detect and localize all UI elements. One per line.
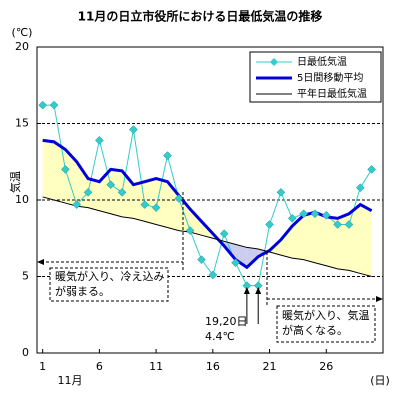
marker <box>174 194 184 203</box>
area-fill <box>88 178 100 211</box>
area-fill <box>156 178 168 228</box>
marker <box>276 187 286 197</box>
annotation: 暖気が入り、気温 <box>282 308 370 322</box>
y-tick-label: 0 <box>22 346 29 359</box>
legend-label: 日最低気温 <box>297 55 347 68</box>
annotation: 4.4℃ <box>205 330 235 343</box>
legend-marker <box>270 58 278 66</box>
area-fill <box>54 141 66 204</box>
arrow-head <box>255 287 262 294</box>
y-tick-label: 20 <box>15 40 29 53</box>
annotation-box <box>276 305 376 343</box>
area-fill <box>246 247 259 268</box>
annotation: が高くなる。 <box>282 323 348 337</box>
annotation-box <box>49 267 169 302</box>
marker <box>231 258 240 268</box>
marker <box>265 220 274 229</box>
marker <box>83 187 93 197</box>
area-fill <box>314 212 327 266</box>
area-fill <box>133 181 145 222</box>
marker <box>106 180 116 190</box>
x-tick-label: 1 <box>39 360 46 373</box>
x-tick-label: 21 <box>263 360 277 373</box>
marker <box>95 135 104 145</box>
marker <box>61 165 70 174</box>
area-fill <box>110 169 123 217</box>
area-fill <box>190 209 202 236</box>
marker <box>151 203 161 213</box>
area-fill <box>360 204 372 277</box>
marker <box>197 255 206 265</box>
x-tick-label: 26 <box>319 360 333 373</box>
y-unit: (℃) <box>12 26 33 39</box>
legend-label: 5日間移動平均 <box>297 71 363 84</box>
marker <box>38 100 48 110</box>
marker <box>163 151 172 160</box>
marker <box>219 229 229 239</box>
marker <box>72 200 82 209</box>
arrow-head <box>243 287 250 294</box>
area-fill <box>292 215 304 260</box>
series-line <box>42 196 372 277</box>
area-fill <box>235 244 247 268</box>
area-fill <box>280 226 293 259</box>
y-axis-label: 気温 <box>8 171 22 193</box>
chart-title: 11月の日立市役所における日最低気温の推移 <box>78 9 323 24</box>
x-sublabel: 11月 <box>58 374 83 387</box>
y-tick-label: 5 <box>22 270 29 283</box>
annotation: 暖気が入り、冷え込み <box>55 269 165 283</box>
area-fill <box>337 213 349 271</box>
area-fill <box>348 204 361 274</box>
marker <box>129 125 138 134</box>
plot-frame <box>36 46 384 354</box>
area-fill <box>65 149 77 207</box>
marker <box>140 200 150 209</box>
marker <box>49 100 59 110</box>
area-fill <box>144 178 157 225</box>
marker <box>344 220 354 229</box>
marker <box>287 214 297 223</box>
arrow-head <box>37 259 44 265</box>
marker <box>208 270 218 280</box>
area-fill <box>76 161 89 208</box>
marker <box>355 183 365 193</box>
marker <box>310 209 320 219</box>
x-tick-label: 16 <box>206 360 220 373</box>
marker <box>117 187 127 197</box>
annotation: 19,20日 <box>205 315 248 328</box>
marker <box>299 209 308 219</box>
legend-label: 平年日最低気温 <box>297 87 367 100</box>
area-fill <box>42 140 55 200</box>
x-tick-label: 6 <box>96 360 103 373</box>
annotation: が弱まる。 <box>55 284 110 298</box>
marker <box>185 226 195 235</box>
marker <box>367 165 377 174</box>
marker <box>333 220 342 229</box>
x-unit: (日) <box>370 374 390 387</box>
x-tick-label: 11 <box>149 360 163 373</box>
y-tick-label: 10 <box>15 193 29 206</box>
marker <box>321 210 331 220</box>
arrow-head <box>376 296 383 302</box>
area-fill <box>303 212 315 263</box>
area-fill <box>326 216 338 269</box>
y-tick-label: 15 <box>15 117 29 130</box>
